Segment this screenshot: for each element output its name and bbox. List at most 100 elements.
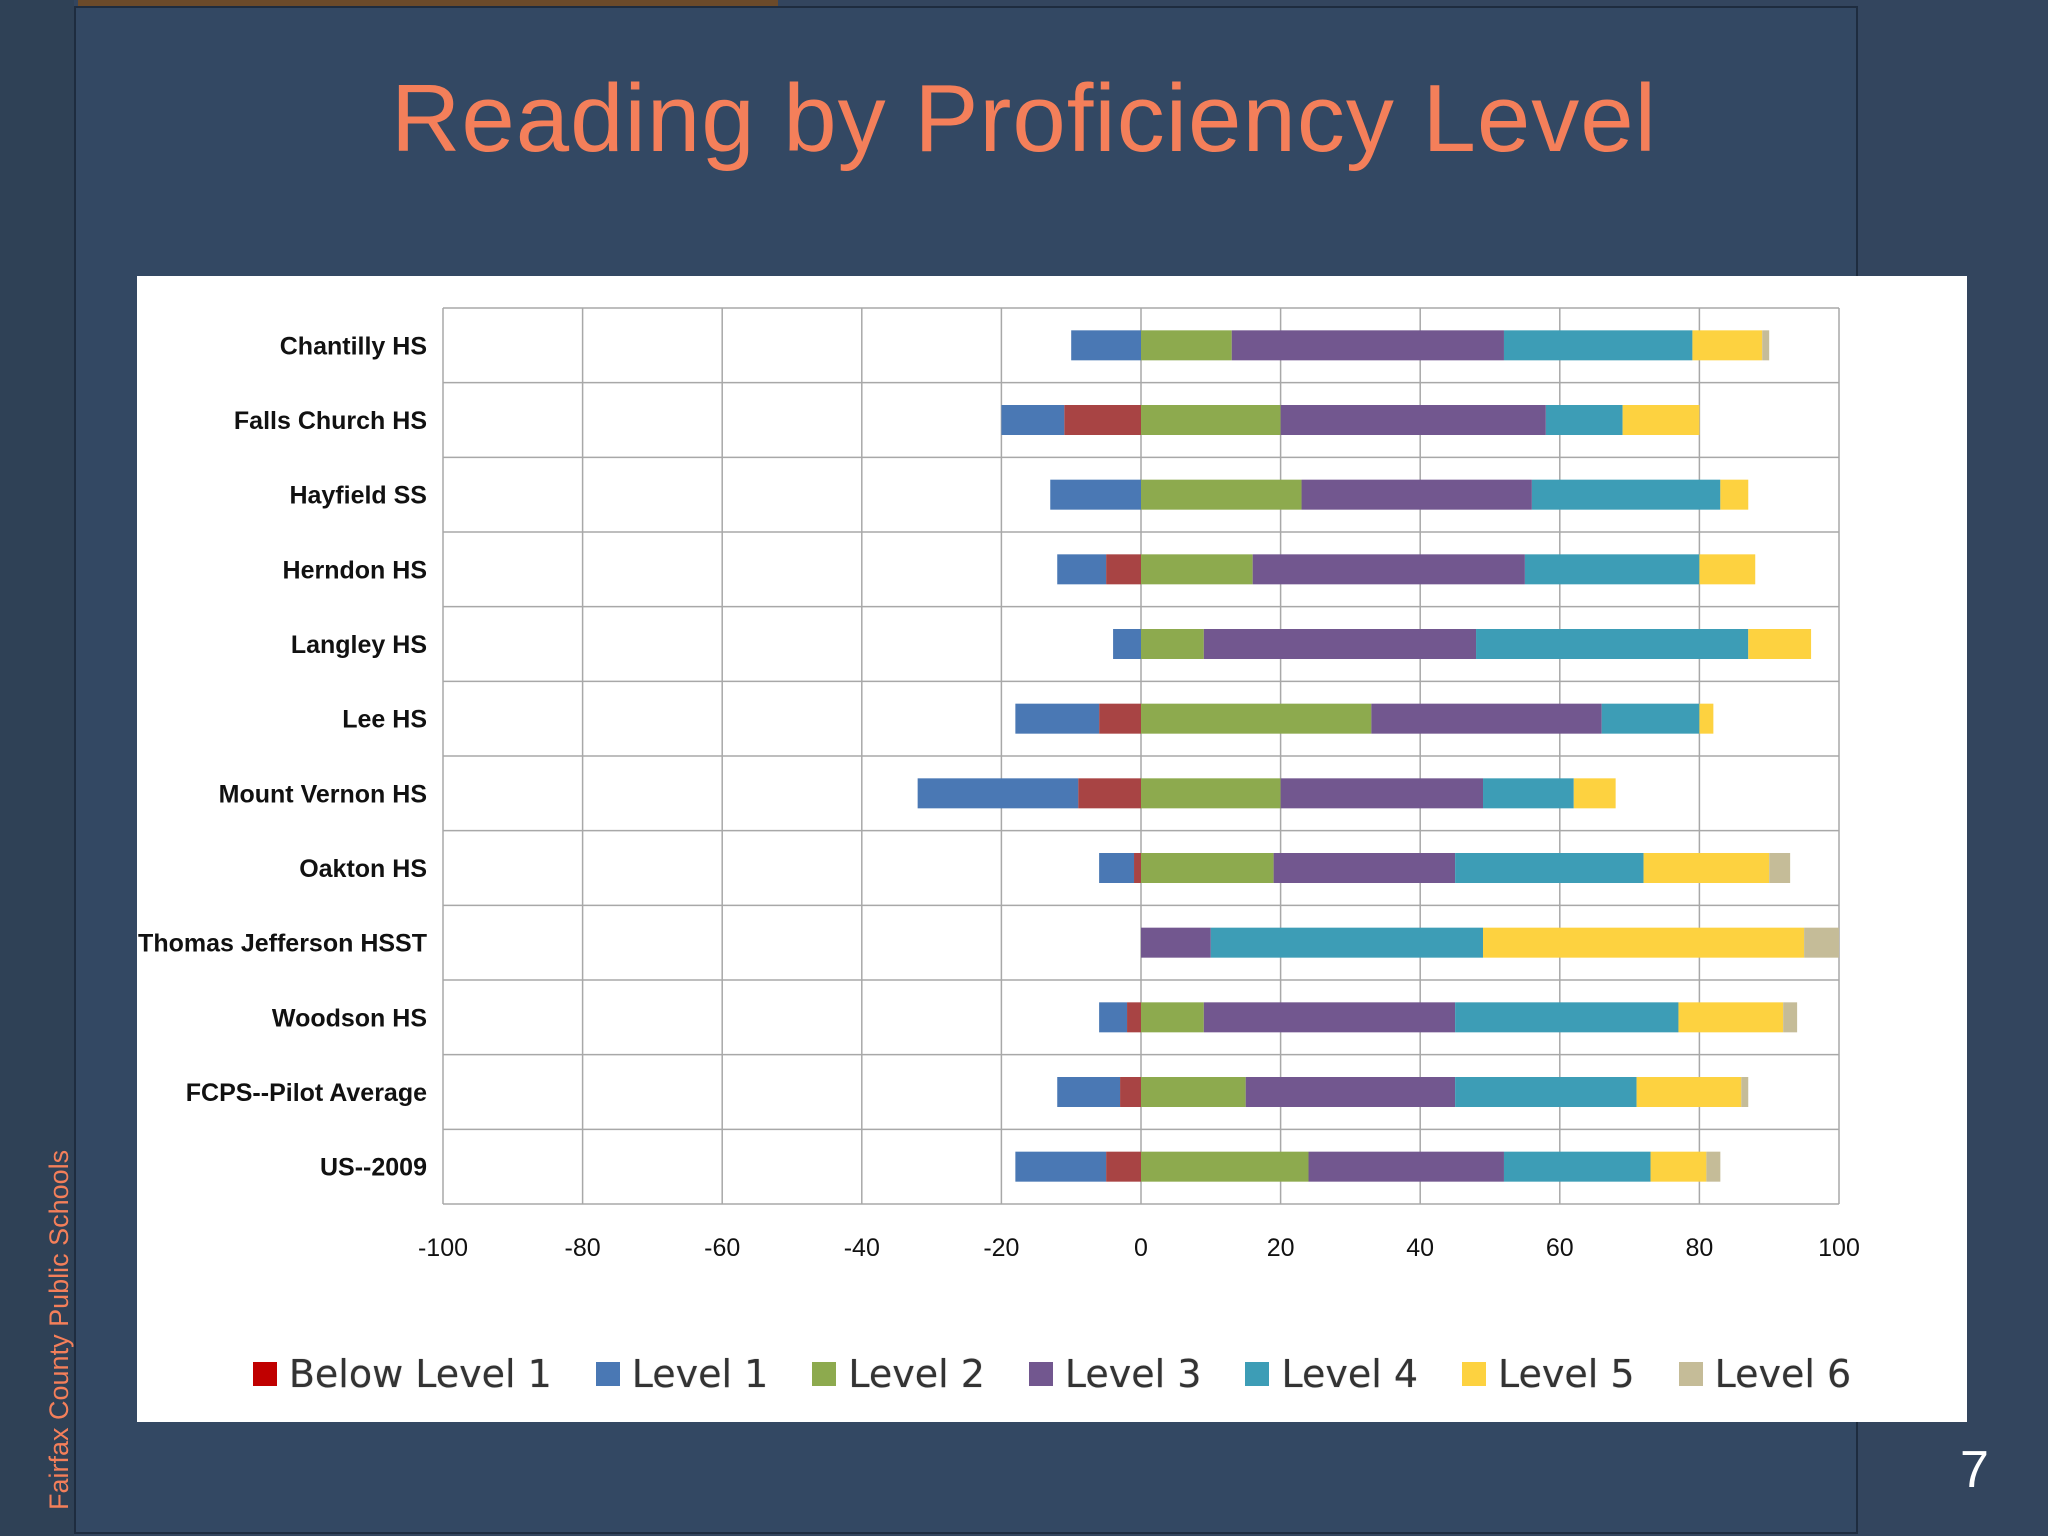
category-label-1: Falls Church HS bbox=[234, 407, 427, 435]
chart-card: Chantilly HS Falls Church HS Hayfield SS He… bbox=[137, 276, 1967, 1422]
bar-5-0 bbox=[1099, 703, 1141, 734]
bar-9-5 bbox=[1678, 1002, 1784, 1033]
bar-9-3 bbox=[1203, 1002, 1456, 1033]
category-label-10: FCPS--Pilot Average bbox=[186, 1079, 427, 1107]
legend-item-4: Level 4 bbox=[1245, 1352, 1418, 1396]
x-tick-label-8: 60 bbox=[1546, 1234, 1574, 1262]
legend-label-4: Level 4 bbox=[1281, 1352, 1419, 1396]
bar-4-3 bbox=[1203, 629, 1477, 659]
x-tick-label-2: -60 bbox=[704, 1234, 740, 1262]
bar-4-1 bbox=[1113, 629, 1141, 659]
bar-7-6 bbox=[1769, 853, 1791, 883]
bar-6-1 bbox=[917, 778, 1079, 809]
bar-0-5 bbox=[1692, 330, 1763, 361]
category-label-8: Thomas Jefferson HSST bbox=[138, 930, 427, 958]
bar-6-0 bbox=[1078, 778, 1141, 809]
x-tick-label-10: 100 bbox=[1818, 1234, 1860, 1262]
legend-swatch-2 bbox=[812, 1362, 837, 1386]
x-tick-label-3: -40 bbox=[844, 1234, 880, 1262]
bar-11-5 bbox=[1650, 1151, 1707, 1182]
category-label-0: Chantilly HS bbox=[280, 332, 427, 360]
bar-7-1 bbox=[1099, 853, 1135, 883]
left-margin bbox=[0, 0, 74, 1536]
bar-2-1 bbox=[1050, 479, 1141, 510]
bar-10-4 bbox=[1455, 1077, 1637, 1107]
bar-1-5 bbox=[1622, 405, 1700, 435]
bar-8-4 bbox=[1210, 927, 1484, 958]
bar-11-3 bbox=[1308, 1151, 1504, 1182]
bar-6-5 bbox=[1573, 778, 1616, 809]
bar-5-1 bbox=[1015, 703, 1100, 734]
bar-1-3 bbox=[1280, 405, 1546, 435]
bar-2-2 bbox=[1141, 479, 1302, 510]
bar-3-0 bbox=[1106, 554, 1141, 585]
x-tick-label-9: 80 bbox=[1685, 1234, 1713, 1262]
legend-swatch-4 bbox=[1245, 1362, 1270, 1386]
category-label-7: Oakton HS bbox=[299, 855, 427, 883]
category-label-4: Langley HS bbox=[291, 631, 427, 659]
x-tick-label-0: -100 bbox=[418, 1234, 468, 1262]
slide-title: Reading by Proficiency Level bbox=[390, 65, 1657, 172]
bar-3-4 bbox=[1524, 554, 1700, 585]
bar-6-4 bbox=[1483, 778, 1574, 809]
bar-6-2 bbox=[1141, 778, 1281, 809]
bar-3-1 bbox=[1057, 554, 1107, 585]
bar-5-4 bbox=[1601, 703, 1700, 734]
bar-9-2 bbox=[1141, 1002, 1204, 1033]
bar-7-4 bbox=[1455, 853, 1644, 883]
bar-7-0 bbox=[1134, 853, 1141, 883]
legend-item-6: Level 6 bbox=[1678, 1352, 1852, 1396]
bar-8-3 bbox=[1141, 927, 1211, 958]
legend-item-3: Level 3 bbox=[1028, 1352, 1202, 1396]
top-strip bbox=[78, 0, 778, 6]
bar-1-1 bbox=[1001, 405, 1065, 435]
bar-2-3 bbox=[1301, 479, 1532, 510]
bar-2-4 bbox=[1531, 479, 1721, 510]
bar-10-1 bbox=[1057, 1077, 1121, 1107]
legend-swatch-3 bbox=[1028, 1362, 1053, 1386]
bar-11-4 bbox=[1503, 1151, 1651, 1182]
legend-swatch-6 bbox=[1678, 1362, 1703, 1386]
legend-label-3: Level 3 bbox=[1064, 1352, 1202, 1396]
bar-1-2 bbox=[1141, 405, 1281, 435]
bar-3-3 bbox=[1252, 554, 1525, 585]
bar-0-1 bbox=[1071, 330, 1141, 361]
bar-10-5 bbox=[1636, 1077, 1742, 1107]
bar-9-6 bbox=[1783, 1002, 1798, 1033]
category-label-3: Herndon HS bbox=[283, 556, 427, 584]
x-tick-label-7: 40 bbox=[1406, 1234, 1434, 1262]
bar-3-5 bbox=[1699, 554, 1756, 585]
bar-11-1 bbox=[1015, 1151, 1107, 1182]
bar-0-3 bbox=[1231, 330, 1504, 361]
legend-label-6: Level 6 bbox=[1714, 1352, 1852, 1396]
bar-5-2 bbox=[1141, 703, 1372, 734]
chart-legend: Below Level 1 Level 1 Level 2 Level 3 Level … bbox=[137, 1348, 1967, 1400]
legend-item-1: Level 1 bbox=[595, 1352, 768, 1396]
bar-11-2 bbox=[1141, 1151, 1309, 1182]
category-label-5: Lee HS bbox=[342, 706, 427, 734]
bar-10-3 bbox=[1245, 1077, 1456, 1107]
bar-9-4 bbox=[1455, 1002, 1679, 1033]
bar-5-5 bbox=[1699, 703, 1714, 734]
bar-1-4 bbox=[1545, 405, 1623, 435]
legend-swatch-0 bbox=[252, 1362, 277, 1386]
legend-label-5: Level 5 bbox=[1498, 1352, 1635, 1396]
category-label-2: Hayfield SS bbox=[289, 482, 427, 510]
bar-4-5 bbox=[1748, 629, 1812, 659]
bar-0-6 bbox=[1762, 330, 1770, 361]
bar-5-3 bbox=[1371, 703, 1602, 734]
legend-swatch-5 bbox=[1462, 1362, 1487, 1386]
legend-swatch-1 bbox=[595, 1362, 620, 1386]
x-tick-label-1: -80 bbox=[565, 1234, 601, 1262]
bar-11-0 bbox=[1106, 1151, 1141, 1182]
x-tick-label-5: 0 bbox=[1134, 1234, 1148, 1262]
bar-6-3 bbox=[1280, 778, 1484, 809]
category-label-9: Woodson HS bbox=[272, 1004, 427, 1032]
legend-item-2: Level 2 bbox=[812, 1352, 985, 1396]
bar-10-6 bbox=[1741, 1077, 1749, 1107]
bar-7-2 bbox=[1141, 853, 1274, 883]
chart: Chantilly HS Falls Church HS Hayfield SS He… bbox=[138, 307, 1860, 1262]
bar-8-5 bbox=[1483, 927, 1805, 958]
bar-7-5 bbox=[1643, 853, 1770, 883]
legend-item-5: Level 5 bbox=[1462, 1352, 1635, 1396]
